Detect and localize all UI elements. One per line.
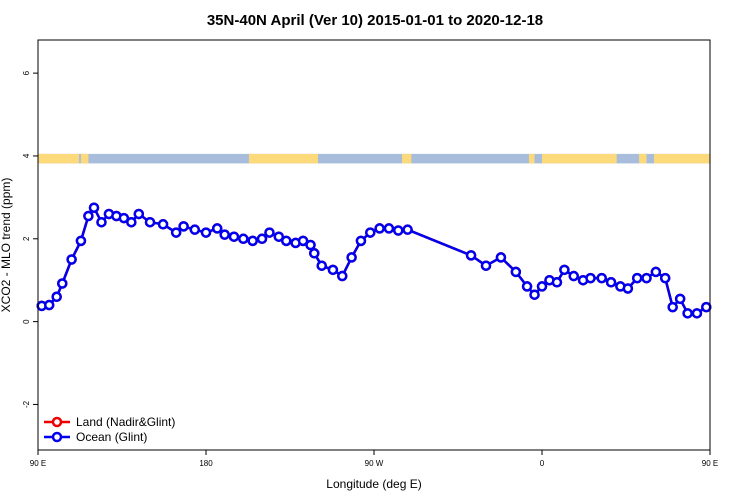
ocean-point	[327, 264, 339, 276]
y-tick-label: -2	[22, 400, 31, 408]
land-segment	[639, 153, 647, 164]
ocean-point	[667, 301, 678, 313]
ocean-point	[170, 227, 182, 238]
x-tick-label: 90 W	[365, 459, 384, 468]
ocean-point	[144, 216, 156, 228]
ocean-point	[622, 283, 634, 294]
land-segment	[528, 153, 535, 164]
ocean-point	[641, 272, 652, 284]
ocean-point	[126, 216, 137, 228]
land-segment	[38, 153, 80, 164]
ocean-point	[133, 208, 145, 220]
ocean-point	[200, 227, 212, 238]
legend-ocean-label: Ocean (Glint)	[76, 430, 147, 444]
ocean-point	[383, 223, 395, 234]
ocean-point	[510, 266, 522, 278]
ocean-point	[337, 270, 348, 282]
land-segment	[542, 153, 617, 164]
ocean-point	[585, 272, 596, 284]
ocean-point	[211, 223, 223, 234]
legend-ocean-marker	[51, 431, 63, 443]
ocean-point	[605, 277, 617, 288]
ocean-path	[41, 206, 707, 315]
ocean-point	[178, 221, 189, 232]
x-axis: 90 E 180 90 W 0 90 E	[30, 450, 718, 468]
land-segment	[402, 153, 412, 164]
ocean-point	[309, 248, 320, 259]
ocean-point	[559, 264, 570, 276]
ocean-point	[393, 225, 404, 236]
ocean-point	[281, 235, 292, 247]
ocean-point	[66, 254, 77, 265]
land-segment	[654, 153, 710, 164]
ocean-point	[316, 260, 327, 271]
ocean-point	[189, 224, 201, 235]
x-tick-label: 180	[199, 459, 213, 468]
ocean-point	[701, 301, 712, 313]
ocean-point	[536, 281, 548, 292]
ocean-point	[596, 272, 607, 284]
ocean-point	[365, 227, 376, 238]
ocean-point	[659, 272, 671, 284]
legend-land-marker	[51, 416, 63, 428]
y-tick-label: 0	[22, 319, 31, 324]
ocean-point	[51, 291, 62, 303]
ocean-point	[568, 270, 579, 282]
ocean-point	[374, 223, 385, 234]
x-tick-label: 90 E	[30, 459, 46, 468]
ocean-point	[495, 252, 507, 263]
ocean-point	[305, 239, 316, 251]
ocean-point	[264, 227, 275, 238]
y-axis: -2 0 2 4 6	[22, 70, 38, 408]
landmask-band	[38, 153, 710, 164]
ocean-point	[247, 235, 258, 247]
ocean-point	[43, 299, 55, 311]
y-tick-label: 4	[22, 153, 31, 158]
ocean-point	[521, 281, 533, 292]
x-axis-label: Longitude (deg E)	[326, 477, 421, 491]
ocean-point	[551, 277, 563, 288]
ocean-point	[682, 308, 693, 319]
ocean-point	[256, 233, 268, 245]
ocean-point	[691, 308, 703, 319]
ocean-point	[346, 252, 357, 263]
ocean-band	[38, 153, 710, 164]
ocean-point	[529, 289, 540, 300]
chart-title: 35N-40N April (Ver 10) 2015-01-01 to 202…	[207, 12, 543, 29]
ocean-point	[238, 233, 249, 245]
ocean-point	[631, 272, 643, 284]
ocean-point	[228, 231, 240, 242]
ocean-point	[674, 293, 686, 305]
ocean-point	[480, 260, 492, 271]
legend-land-label: Land (Nadir&Glint)	[76, 415, 175, 429]
ocean-point	[219, 229, 230, 240]
y-tick-label: 6	[22, 70, 31, 75]
y-axis-label: XCO2 - MLO trend (ppm)	[0, 178, 13, 313]
ocean-point	[96, 216, 107, 228]
ocean-point	[83, 210, 94, 222]
ocean-point	[157, 219, 169, 230]
y-tick-label: 2	[22, 236, 31, 241]
ocean-point	[650, 266, 662, 278]
land-path	[41, 206, 707, 315]
ocean-point	[402, 224, 413, 235]
ocean-point	[355, 235, 367, 247]
land-segment	[248, 153, 318, 164]
series-land-line	[36, 202, 712, 319]
land-segment	[80, 153, 89, 164]
series-ocean-line	[36, 202, 712, 319]
ocean-point	[75, 235, 87, 247]
ocean-point	[57, 278, 68, 289]
ocean-point	[297, 235, 309, 247]
plot-frame	[37, 39, 711, 451]
legend: Land (Nadir&Glint) Ocean (Glint)	[44, 415, 175, 444]
ocean-point	[465, 250, 477, 261]
ocean-point	[273, 231, 285, 242]
ocean-point	[88, 202, 100, 213]
ocean-point	[118, 212, 130, 224]
x-tick-label: 0	[540, 459, 545, 468]
x-tick-label: 90 E	[702, 459, 718, 468]
